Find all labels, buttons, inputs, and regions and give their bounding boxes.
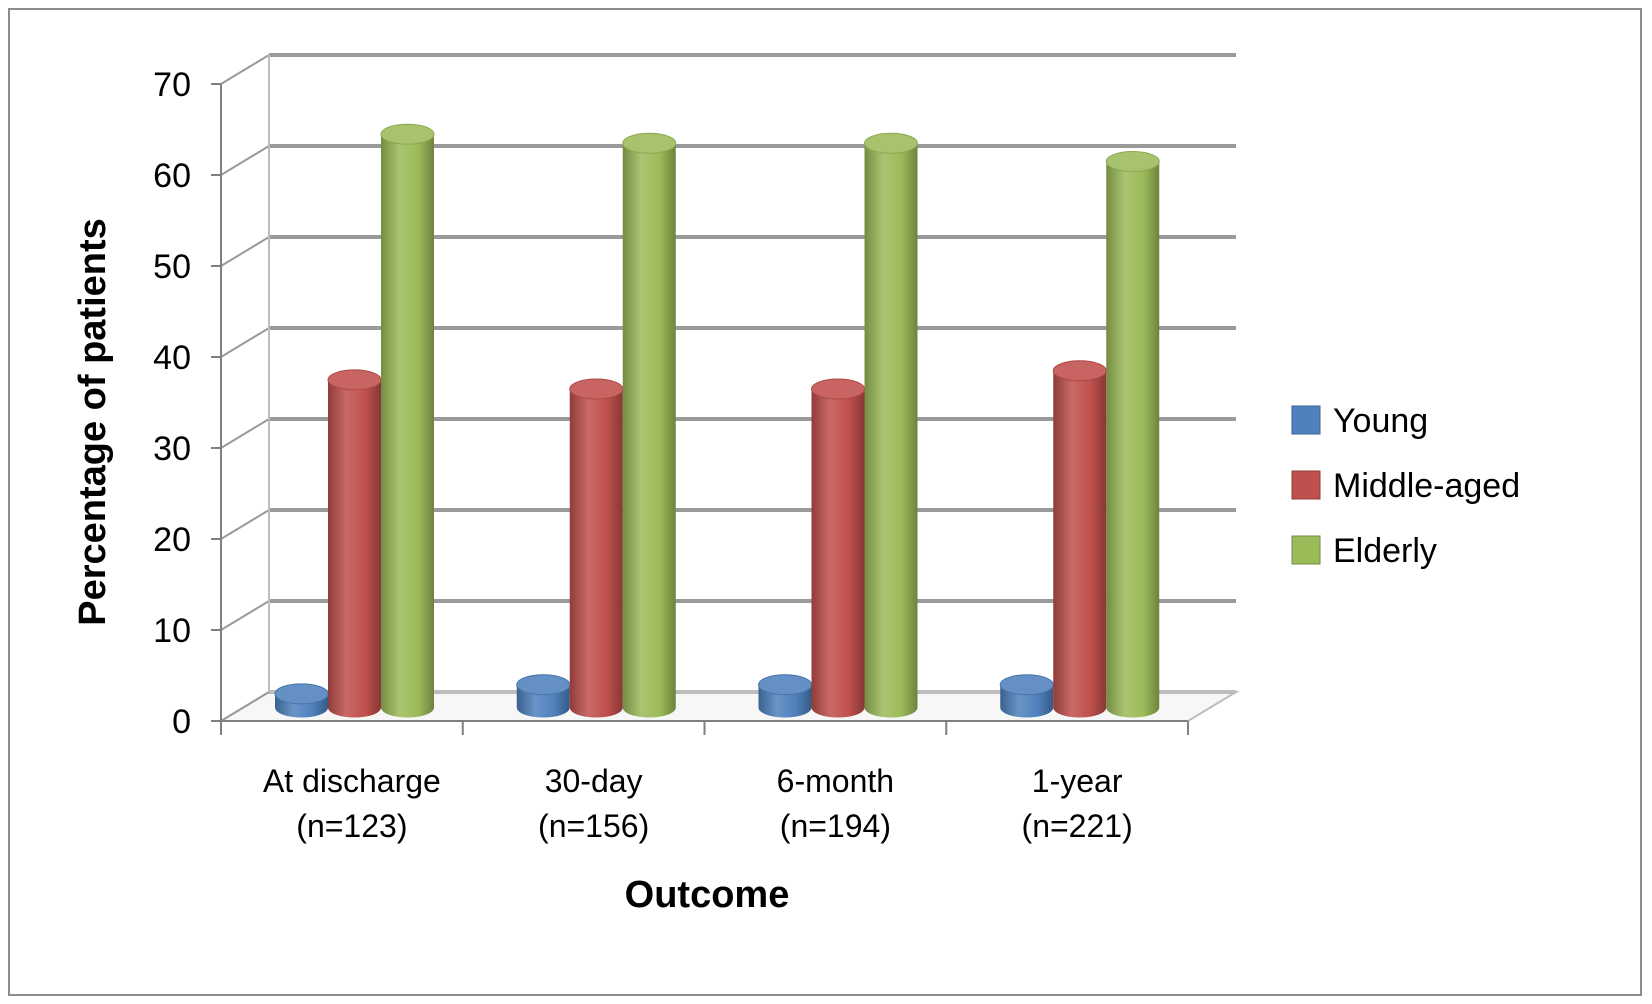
legend-label: Middle-aged [1333,467,1520,505]
legend-swatch [1291,405,1321,435]
bar-middle-aged-2 [811,378,865,718]
y-tick-label: 0 [172,703,191,741]
y-tick-label: 40 [153,339,191,377]
bar-elderly-0 [380,123,435,718]
gridline-depth [220,691,270,722]
y-axis-title: Percentage of patients [72,218,114,626]
y-tick-label: 10 [153,612,191,650]
gridline-depth [220,418,270,449]
bar-elderly-3 [1105,151,1160,718]
legend-item-middle-aged: Middle-aged [1291,467,1520,505]
bar-elderly-2 [864,132,918,718]
bar-young-0 [274,683,329,718]
gridline-depth [220,54,270,85]
x-tick-label-n: (n=156) [538,808,649,844]
x-tick-label-n: (n=221) [1022,808,1133,844]
bar-middle-aged-1 [569,378,624,718]
gridline-depth [220,600,270,631]
gridline-depth [220,327,270,358]
bar-elderly-1 [622,132,677,718]
bars [274,123,1160,718]
bar-young-3 [999,674,1054,718]
bar-middle-aged-3 [1052,360,1107,718]
x-tick-label: 6-month [777,763,894,799]
labels: 0 10 20 30 40 50 60 70 At discharge (n=123) 30-day… [153,66,1133,844]
x-axis-title: Outcome [625,874,790,916]
legend-item-young: Young [1291,402,1428,440]
y-tick-label: 20 [153,521,191,559]
legend-label: Young [1333,402,1428,440]
x-tick-label-n: (n=194) [780,808,891,844]
legend-swatch [1291,535,1321,565]
legend: Young Middle-aged Elderly [1291,402,1520,570]
bar-young-1 [516,674,571,718]
legend-swatch [1291,470,1321,500]
y-tick-label: 60 [153,157,191,195]
chart-frame: 0 10 20 30 40 50 60 70 At discharge (n=123) 30-day… [8,8,1642,996]
axes [211,83,1189,735]
gridline-depth [220,145,270,176]
y-tick-label: 70 [153,66,191,104]
chart-svg: 0 10 20 30 40 50 60 70 At discharge (n=123) 30-day… [72,53,1520,916]
y-tick-label: 30 [153,430,191,468]
x-tick-label: 1-year [1032,763,1123,799]
x-tick-label: 30-day [545,763,643,799]
legend-label: Elderly [1333,532,1437,570]
gridline-depth [220,236,270,267]
bar-middle-aged-0 [327,369,382,718]
x-tick-label: At discharge [263,763,441,799]
x-tick-label-n: (n=123) [296,808,407,844]
gridline-depth [220,509,270,540]
y-tick-label: 50 [153,248,191,286]
bar-young-2 [758,674,812,718]
legend-item-elderly: Elderly [1291,532,1437,570]
